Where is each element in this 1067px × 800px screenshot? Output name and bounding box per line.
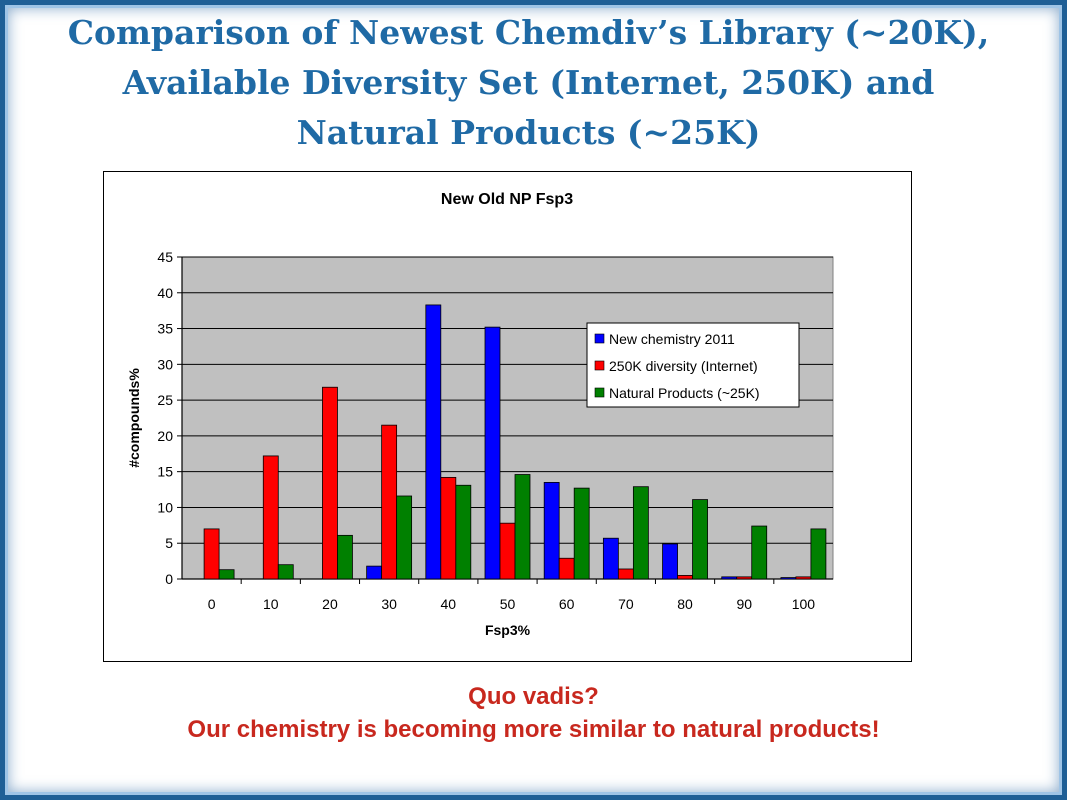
x-tick-label: 20 <box>322 596 338 612</box>
bar-natural-products-25k- <box>514 474 531 580</box>
legend-swatch <box>594 333 605 344</box>
bar-250k-diversity-internet- <box>203 528 220 580</box>
legend-entry: New chemistry 2011 <box>609 331 735 347</box>
bar-250k-diversity-internet- <box>381 424 398 580</box>
bar-250k-diversity-internet- <box>795 576 812 580</box>
x-axis-label: Fsp3% <box>485 622 531 638</box>
x-tick-label: 0 <box>208 596 216 612</box>
bar-natural-products-25k- <box>751 525 768 580</box>
bar-new-chemistry-2011 <box>662 543 678 580</box>
y-tick-label: 10 <box>157 499 173 515</box>
y-tick-label: 30 <box>157 356 173 372</box>
bar-natural-products-25k- <box>632 486 649 580</box>
bar-250k-diversity-internet- <box>677 575 693 580</box>
bar-chart: 0 5 10 15 20 25 30 35 40 45 0 10 20 30 40 50 60 70 80 90 100… <box>126 191 834 638</box>
bar-natural-products-25k- <box>810 528 827 580</box>
bar-250k-diversity-internet- <box>736 576 753 580</box>
bar-new-chemistry-2011 <box>602 537 619 580</box>
bar-new-chemistry-2011 <box>543 481 560 580</box>
y-tick-label: 20 <box>157 428 173 444</box>
slide-title-line-3: Natural Products (~25K) <box>296 113 761 152</box>
legend-box <box>586 322 800 408</box>
bar-250k-diversity-internet- <box>558 557 575 580</box>
x-tick-label: 70 <box>618 596 634 612</box>
slide-title-line-2: Available Diversity Set (Internet, 250K)… <box>122 63 935 102</box>
bar-natural-products-25k- <box>337 534 353 580</box>
bar-new-chemistry-2011 <box>425 304 442 580</box>
x-tick-label: 10 <box>263 596 279 612</box>
bar-250k-diversity-internet- <box>440 476 457 580</box>
bar-new-chemistry-2011 <box>484 326 501 580</box>
legend-swatch <box>594 387 605 398</box>
x-tick-label: 80 <box>677 596 693 612</box>
slide-title: Comparison of Newest Chemdiv’s Library (… <box>0 8 1057 158</box>
y-tick-label: 35 <box>157 321 173 337</box>
bar-natural-products-25k- <box>455 484 472 580</box>
x-tick-label: 50 <box>500 596 516 612</box>
x-tick-label: 40 <box>441 596 457 612</box>
y-tick-label: 45 <box>157 249 173 265</box>
bar-new-chemistry-2011 <box>780 577 797 580</box>
x-tick-label: 60 <box>559 596 575 612</box>
y-tick-label: 40 <box>157 285 173 301</box>
legend-entry: 250K diversity (Internet) <box>609 358 758 374</box>
bar-natural-products-25k- <box>218 569 235 580</box>
legend-swatch <box>594 360 605 371</box>
bar-new-chemistry-2011 <box>366 565 383 580</box>
bar-new-chemistry-2011 <box>721 576 738 580</box>
y-tick-label: 0 <box>165 571 173 587</box>
x-tick-label: 100 <box>792 596 816 612</box>
y-tick-label: 5 <box>165 535 173 551</box>
bar-250k-diversity-internet- <box>262 455 279 580</box>
bar-250k-diversity-internet- <box>322 386 338 580</box>
bar-natural-products-25k- <box>277 564 294 580</box>
y-axis-label: #compounds% <box>126 368 142 468</box>
footer-question: Quo vadis? <box>468 683 599 710</box>
y-tick-label: 15 <box>157 464 173 480</box>
chart-frame: 0 5 10 15 20 25 30 35 40 45 0 10 20 30 40 50 60 70 80 90 100… <box>103 171 912 662</box>
bar-natural-products-25k- <box>692 499 708 580</box>
x-tick-label: 90 <box>736 596 752 612</box>
slide-title-line-1: Comparison of Newest Chemdiv’s Library (… <box>67 13 990 52</box>
bar-250k-diversity-internet- <box>617 568 634 580</box>
y-tick-label: 25 <box>157 392 173 408</box>
bar-natural-products-25k- <box>573 487 590 580</box>
x-tick-label: 30 <box>381 596 397 612</box>
chart-title: New Old NP Fsp3 <box>441 191 573 208</box>
legend-entry: Natural Products (~25K) <box>609 385 760 401</box>
bar-natural-products-25k- <box>396 495 413 580</box>
footer-statement: Our chemistry is becoming more similar t… <box>187 716 880 743</box>
bar-250k-diversity-internet- <box>499 522 516 580</box>
